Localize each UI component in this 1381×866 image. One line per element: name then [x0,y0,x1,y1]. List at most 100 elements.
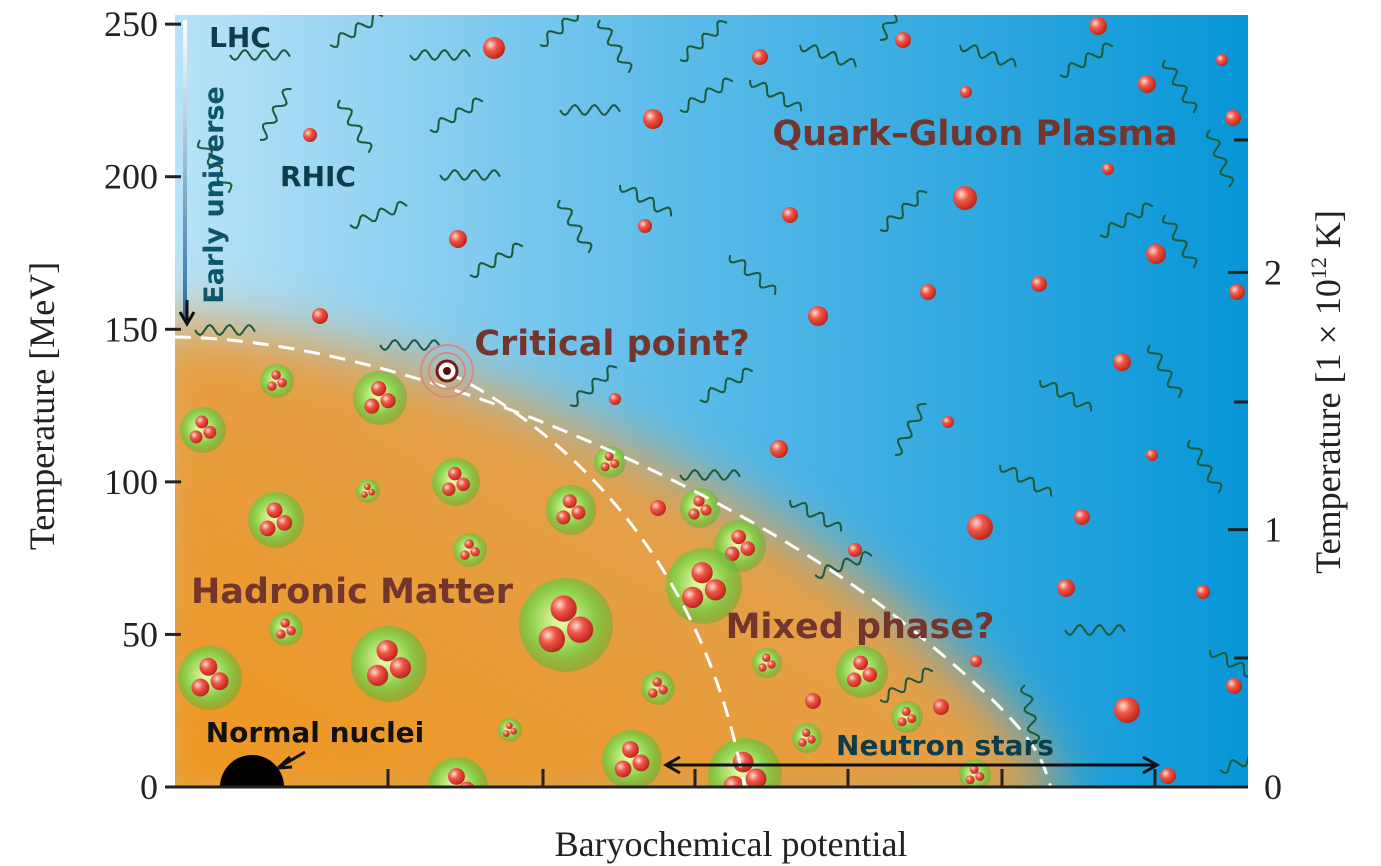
hadron-quark [442,482,455,495]
hadron [453,533,487,567]
quark [1216,54,1228,66]
left-tick-label: 250 [104,4,158,44]
left-tick-label: 150 [104,309,158,349]
quark [1146,449,1158,461]
hadron-quark [271,370,281,380]
label-neutron-stars: Neutron stars [836,729,1054,762]
hadron [356,479,380,503]
quark [1102,163,1114,175]
hadron-quark [456,478,469,491]
quark [970,655,982,667]
hadron-quark [199,658,217,676]
label-hadronic-matter: Hadronic Matter [191,572,514,612]
label-lhc: LHC [209,21,271,54]
hadron-quark [191,679,209,697]
phase-diagram: 050100150200250012 LHC RHIC Early univer… [0,0,1381,866]
right-axis-label-text: Temperature [1 × 10 [1308,279,1348,574]
label-qgp: Quark–Gluon Plasma [772,114,1177,154]
hadron-quark [464,539,474,549]
hadron-quark [276,629,286,639]
hadron-quark [503,730,510,737]
quark [1196,585,1210,599]
right-tick-label: 2 [1264,252,1282,292]
right-tick-label: 0 [1264,767,1282,807]
right-axis-label-exponent: 12 [1306,257,1331,279]
hadron-quark [195,416,208,429]
hadron [180,407,226,453]
hadron [836,646,888,698]
quark [920,284,936,300]
left-tick-label: 100 [104,462,158,502]
hadron-quark [798,738,806,746]
hadron-quark [907,714,916,723]
hadron [260,364,294,398]
hadron-quark [898,717,907,726]
hadron-quark [700,504,711,515]
hadron-quark [762,654,770,662]
hadron-quark [758,663,766,671]
hadron-quark [633,755,650,772]
hadron-quark [190,430,203,443]
hadron-quark [286,626,296,636]
quark [1114,697,1140,723]
quark [848,543,862,557]
quark [1031,276,1047,292]
hadron-quark [767,660,775,668]
hadron-quark [863,667,878,682]
hadron-quark [470,547,480,557]
quark [643,109,663,129]
hadron-quark [381,393,396,408]
hadron-quark [975,772,984,781]
bottom-axis-label: Baryochemical potential [555,824,908,864]
left-tick-label: 50 [122,614,158,654]
hadron-quark [648,688,658,698]
label-critical-point: Critical point? [474,324,749,364]
quark [1113,353,1131,371]
quark [895,32,911,48]
quark [1138,75,1156,93]
quark [1146,244,1166,264]
hadron-quark [572,506,586,520]
quark [449,230,467,248]
hadron-quark [658,685,668,695]
hadron-quark [682,587,703,608]
hadron [248,492,304,548]
hadron-quark [731,530,746,545]
hadron-quark [441,788,458,805]
hadron-quark [705,579,726,600]
quark [1057,579,1075,597]
hadron [792,723,822,753]
hadron-quark [506,722,513,729]
hadron-quark [550,595,576,621]
hadron-quark [460,550,470,560]
hadron-quark [610,459,619,468]
hadron [519,578,613,672]
hadron [602,730,662,790]
hadron-quark [267,502,283,518]
quark [1225,110,1241,126]
quark [933,699,949,715]
hadron-quark [367,665,388,686]
hadron-quark [390,657,411,678]
quark [1226,678,1242,694]
hadron-quark [567,617,593,643]
quark [808,306,828,326]
hadron [708,738,782,812]
hadron-quark [371,381,386,396]
quark [967,514,993,540]
hadron [353,371,407,425]
hadron-quark [601,462,610,471]
left-tick-label: 200 [104,157,158,197]
hadron-quark [448,467,461,480]
hadron-quark [364,483,371,490]
hadron-quark [807,735,815,743]
label-normal-nuclei: Normal nuclei [206,716,425,749]
hadron [351,626,427,702]
hadron-quark [277,515,293,531]
hadron-quark [615,761,632,778]
right-axis-label-unit: K] [1308,210,1348,257]
hadron-quark [622,741,639,758]
quark [953,186,977,210]
label-rhic: RHIC [280,160,356,193]
hadron-quark [203,426,216,439]
